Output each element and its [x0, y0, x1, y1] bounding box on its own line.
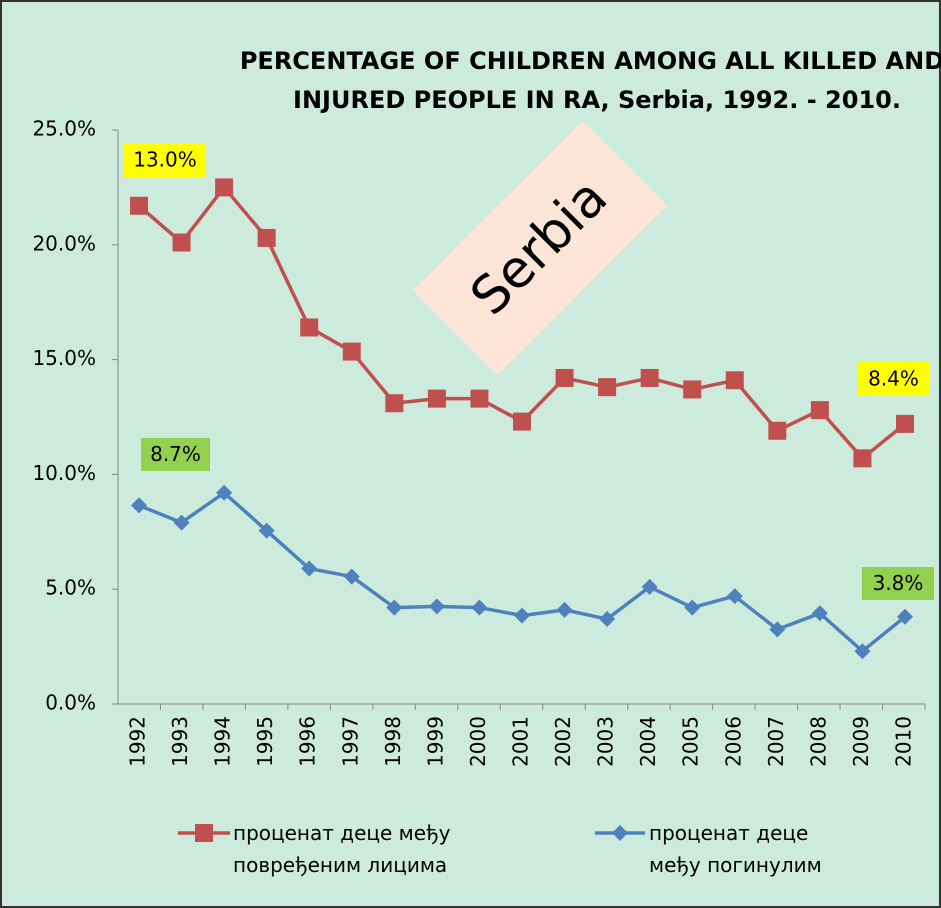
- y-tick-label: 10.0%: [32, 461, 96, 485]
- marker: [514, 607, 530, 624]
- marker: [173, 514, 190, 531]
- marker: [683, 380, 702, 399]
- annotation-box: [862, 567, 934, 600]
- marker: [471, 599, 488, 616]
- marker: [853, 449, 872, 468]
- marker: [556, 601, 573, 618]
- annotation: 8.4%: [868, 367, 919, 391]
- chart-title: INJURED PEOPLE IN RA, Serbia, 1992. - 20…: [293, 86, 901, 114]
- marker: [428, 598, 445, 615]
- marker: [257, 228, 276, 247]
- stamp-box: [412, 120, 668, 376]
- marker: [130, 196, 148, 215]
- marker: [172, 233, 191, 252]
- annotation-box: [141, 438, 210, 471]
- y-tick-label: 25.0%: [32, 117, 96, 141]
- marker: [640, 368, 659, 387]
- x-tick-label: 2000: [466, 716, 490, 767]
- annotation: 3.8%: [873, 571, 924, 595]
- legend-marker: [612, 825, 628, 841]
- marker: [599, 611, 616, 628]
- x-tick-label: 1992: [126, 716, 150, 767]
- marker: [301, 560, 318, 577]
- marker: [811, 605, 828, 622]
- legend-label: проценат деце међу погинулим: [649, 821, 822, 877]
- x-tick-label: 2007: [764, 716, 788, 767]
- x-tick-label: 2008: [806, 716, 830, 767]
- marker: [258, 522, 275, 539]
- y-tick-label: 20.0%: [32, 231, 96, 255]
- marker: [513, 412, 531, 431]
- marker: [769, 621, 786, 638]
- series-line: [138, 491, 907, 653]
- x-tick-label: 1997: [338, 716, 362, 767]
- marker: [385, 394, 404, 413]
- marker: [300, 318, 319, 337]
- x-tick-label: 2005: [679, 716, 703, 767]
- y-tick-label: 0.0%: [45, 691, 96, 715]
- marker: [810, 401, 829, 420]
- x-tick-label: 2003: [594, 716, 618, 767]
- x-tick-label: 2010: [892, 716, 916, 767]
- marker: [854, 643, 871, 660]
- x-tick-label: 1994: [211, 716, 235, 767]
- annotation: 13.0%: [133, 148, 197, 172]
- annotation: 8.7%: [150, 442, 201, 466]
- marker: [768, 421, 787, 440]
- x-tick-label: 1995: [253, 716, 277, 767]
- x-tick-label: 2001: [509, 716, 533, 767]
- legend-label: проценат деце међу повређеним лицима: [233, 821, 451, 877]
- marker: [427, 389, 446, 408]
- legend-marker: [195, 824, 213, 842]
- y-tick-label: 15.0%: [32, 346, 96, 370]
- marker: [343, 568, 360, 585]
- marker: [216, 484, 233, 501]
- marker: [386, 599, 403, 616]
- annotation-box: [124, 143, 206, 177]
- x-tick-label: 1996: [296, 716, 320, 767]
- marker: [725, 371, 744, 390]
- x-tick-label: 1999: [423, 716, 447, 767]
- marker: [470, 389, 489, 408]
- marker: [131, 497, 147, 514]
- x-tick-label: 1993: [168, 716, 192, 767]
- stamp: Serbia: [412, 120, 668, 376]
- marker: [896, 414, 914, 433]
- marker: [555, 368, 574, 387]
- x-tick-label: 2009: [849, 716, 873, 767]
- x-tick-label: 2006: [721, 716, 745, 767]
- x-tick-label: 2004: [636, 716, 660, 767]
- marker: [726, 588, 743, 605]
- marker: [897, 608, 913, 625]
- x-tick-label: 2002: [551, 716, 575, 767]
- marker: [598, 378, 617, 397]
- marker: [215, 178, 234, 197]
- marker: [641, 578, 658, 595]
- y-tick-label: 5.0%: [45, 576, 96, 600]
- marker: [342, 342, 361, 361]
- marker: [684, 599, 701, 616]
- x-tick-label: 1998: [381, 716, 405, 767]
- chart-title: PERCENTAGE OF CHILDREN AMONG ALL KILLED …: [240, 47, 941, 75]
- annotation-box: [857, 362, 930, 396]
